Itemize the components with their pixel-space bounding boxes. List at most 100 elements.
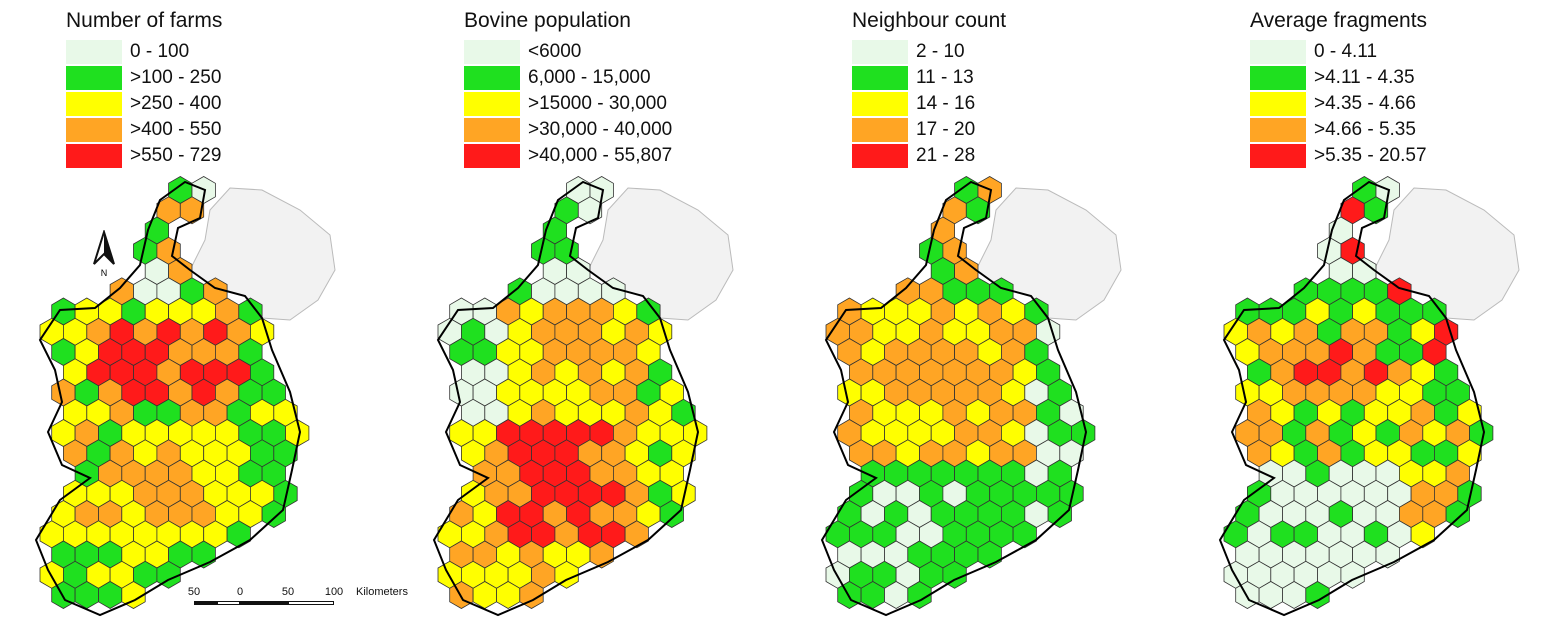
legend-label: >30,000 - 40,000: [528, 119, 673, 140]
hex-cell: [907, 581, 932, 609]
legend-item: >400 - 550: [66, 117, 222, 143]
legend-swatch: [1250, 66, 1306, 90]
hex-cell: [1410, 520, 1435, 549]
panel-average-fragments: Average fragments 0 - 4.11 >4.11 - 4.35 >4…: [1184, 0, 1561, 632]
legend-title: Average fragments: [1250, 9, 1428, 32]
legend-swatch: [1250, 144, 1306, 168]
legend-swatch: [66, 118, 122, 142]
hex-cell: [261, 500, 286, 528]
legend: Number of farms 0 - 100 >100 - 250 >250 - …: [66, 8, 222, 169]
legend-label: 14 - 16: [916, 93, 976, 114]
legend-label: >5.35 - 20.57: [1314, 145, 1427, 166]
hex-cell: [577, 196, 603, 225]
hex-cell: [554, 560, 579, 589]
hex-cell: [942, 560, 967, 589]
legend-label: 6,000 - 15,000: [528, 67, 651, 88]
legend-label: >15000 - 30,000: [528, 93, 667, 114]
legend-swatch: [464, 92, 520, 116]
hex-map: [34, 176, 336, 617]
scale-tick-label: 50: [187, 586, 201, 598]
legend-item: >5.35 - 20.57: [1250, 143, 1427, 169]
country-outline: [34, 180, 302, 617]
legend-item: >4.11 - 4.35: [1250, 65, 1427, 91]
legend-item: 21 - 28: [852, 143, 1006, 169]
legend-label: >4.11 - 4.35: [1314, 67, 1415, 88]
scale-segment: [240, 601, 288, 605]
scale-bar: 50 0 50 100 Kilometers: [188, 586, 428, 616]
legend-swatch: [852, 144, 908, 168]
legend-label: <6000: [528, 41, 582, 62]
legend-label: >100 - 250: [130, 67, 222, 88]
panel-bovine-population: Bovine population <6000 6,000 - 15,000 >15…: [398, 0, 788, 632]
scale-unit: Kilometers: [356, 586, 408, 598]
legend-item: 2 - 10: [852, 39, 1006, 65]
north-arrow: N: [90, 228, 118, 278]
legend-item: 11 - 13: [852, 65, 1006, 91]
legend-item: >40,000 - 55,807: [464, 143, 672, 169]
hex-cell: [179, 196, 205, 225]
legend-label: >4.35 - 4.66: [1314, 93, 1416, 114]
legend: Neighbour count 2 - 10 11 - 13 14 - 16 17 -…: [852, 8, 1006, 169]
country-outline: [432, 180, 700, 617]
legend-label: 17 - 20: [916, 119, 976, 140]
legend-swatch: [464, 144, 520, 168]
scale-tick-label: 50: [281, 586, 295, 598]
hex-cell: [965, 196, 991, 225]
hex-cell: [1012, 520, 1037, 549]
legend-item: >100 - 250: [66, 65, 222, 91]
scale-segment: [194, 601, 217, 605]
legend-item: 17 - 20: [852, 117, 1006, 143]
legend-swatch: [464, 66, 520, 90]
hex-cell: [1047, 500, 1072, 528]
legend-item: >4.35 - 4.66: [1250, 91, 1427, 117]
country-outline: [820, 180, 1088, 617]
legend-swatch: [852, 118, 908, 142]
hex-cell: [519, 581, 544, 609]
scale-tick-label: 100: [324, 586, 344, 598]
legend-swatch: [852, 40, 908, 64]
legend-label: 0 - 4.11: [1314, 41, 1378, 62]
legend-item: 0 - 100: [66, 39, 222, 65]
legend-label: >40,000 - 55,807: [528, 145, 673, 166]
legend-label: 0 - 100: [130, 41, 190, 62]
legend-swatch: [66, 66, 122, 90]
hex-cell: [624, 520, 649, 549]
hex-cell: [1340, 560, 1365, 589]
legend-item: >550 - 729: [66, 143, 222, 169]
hex-cell: [156, 560, 181, 589]
scale-tick-label: 0: [236, 586, 244, 598]
legend-swatch: [66, 92, 122, 116]
legend-swatch: [1250, 92, 1306, 116]
legend-label: >400 - 550: [130, 119, 222, 140]
hex-map: [432, 176, 734, 617]
legend-swatch: [852, 92, 908, 116]
scale-segment: [217, 601, 240, 605]
panel-neighbour-count: Neighbour count 2 - 10 11 - 13 14 - 16 17 -…: [786, 0, 1176, 632]
hex-cell: [659, 500, 684, 528]
legend: Average fragments 0 - 4.11 >4.11 - 4.35 >4…: [1250, 8, 1427, 169]
legend-item: 0 - 4.11: [1250, 39, 1427, 65]
hex-cell: [121, 581, 146, 609]
legend-label: >4.66 - 5.35: [1314, 119, 1416, 140]
legend-title: Bovine population: [464, 9, 631, 32]
legend-item: <6000: [464, 39, 672, 65]
legend-item: 14 - 16: [852, 91, 1006, 117]
hex-map: [1218, 176, 1520, 617]
legend-label: 11 - 13: [916, 67, 974, 88]
legend-swatch: [1250, 40, 1306, 64]
hex-cell: [1363, 196, 1389, 225]
legend-title: Neighbour count: [852, 9, 1007, 32]
legend-item: >30,000 - 40,000: [464, 117, 672, 143]
hex-cell: [226, 520, 251, 549]
hex-cell: [1305, 581, 1330, 609]
legend-item: >15000 - 30,000: [464, 91, 672, 117]
legend-swatch: [1250, 118, 1306, 142]
north-label: N: [101, 268, 108, 278]
legend-item: >250 - 400: [66, 91, 222, 117]
legend-label: >250 - 400: [130, 93, 222, 114]
hex-map: [820, 176, 1122, 617]
legend-label: 2 - 10: [916, 41, 965, 62]
north-arrow-icon: N: [93, 228, 115, 278]
legend-swatch: [464, 40, 520, 64]
legend: Bovine population <6000 6,000 - 15,000 >15…: [464, 8, 672, 169]
